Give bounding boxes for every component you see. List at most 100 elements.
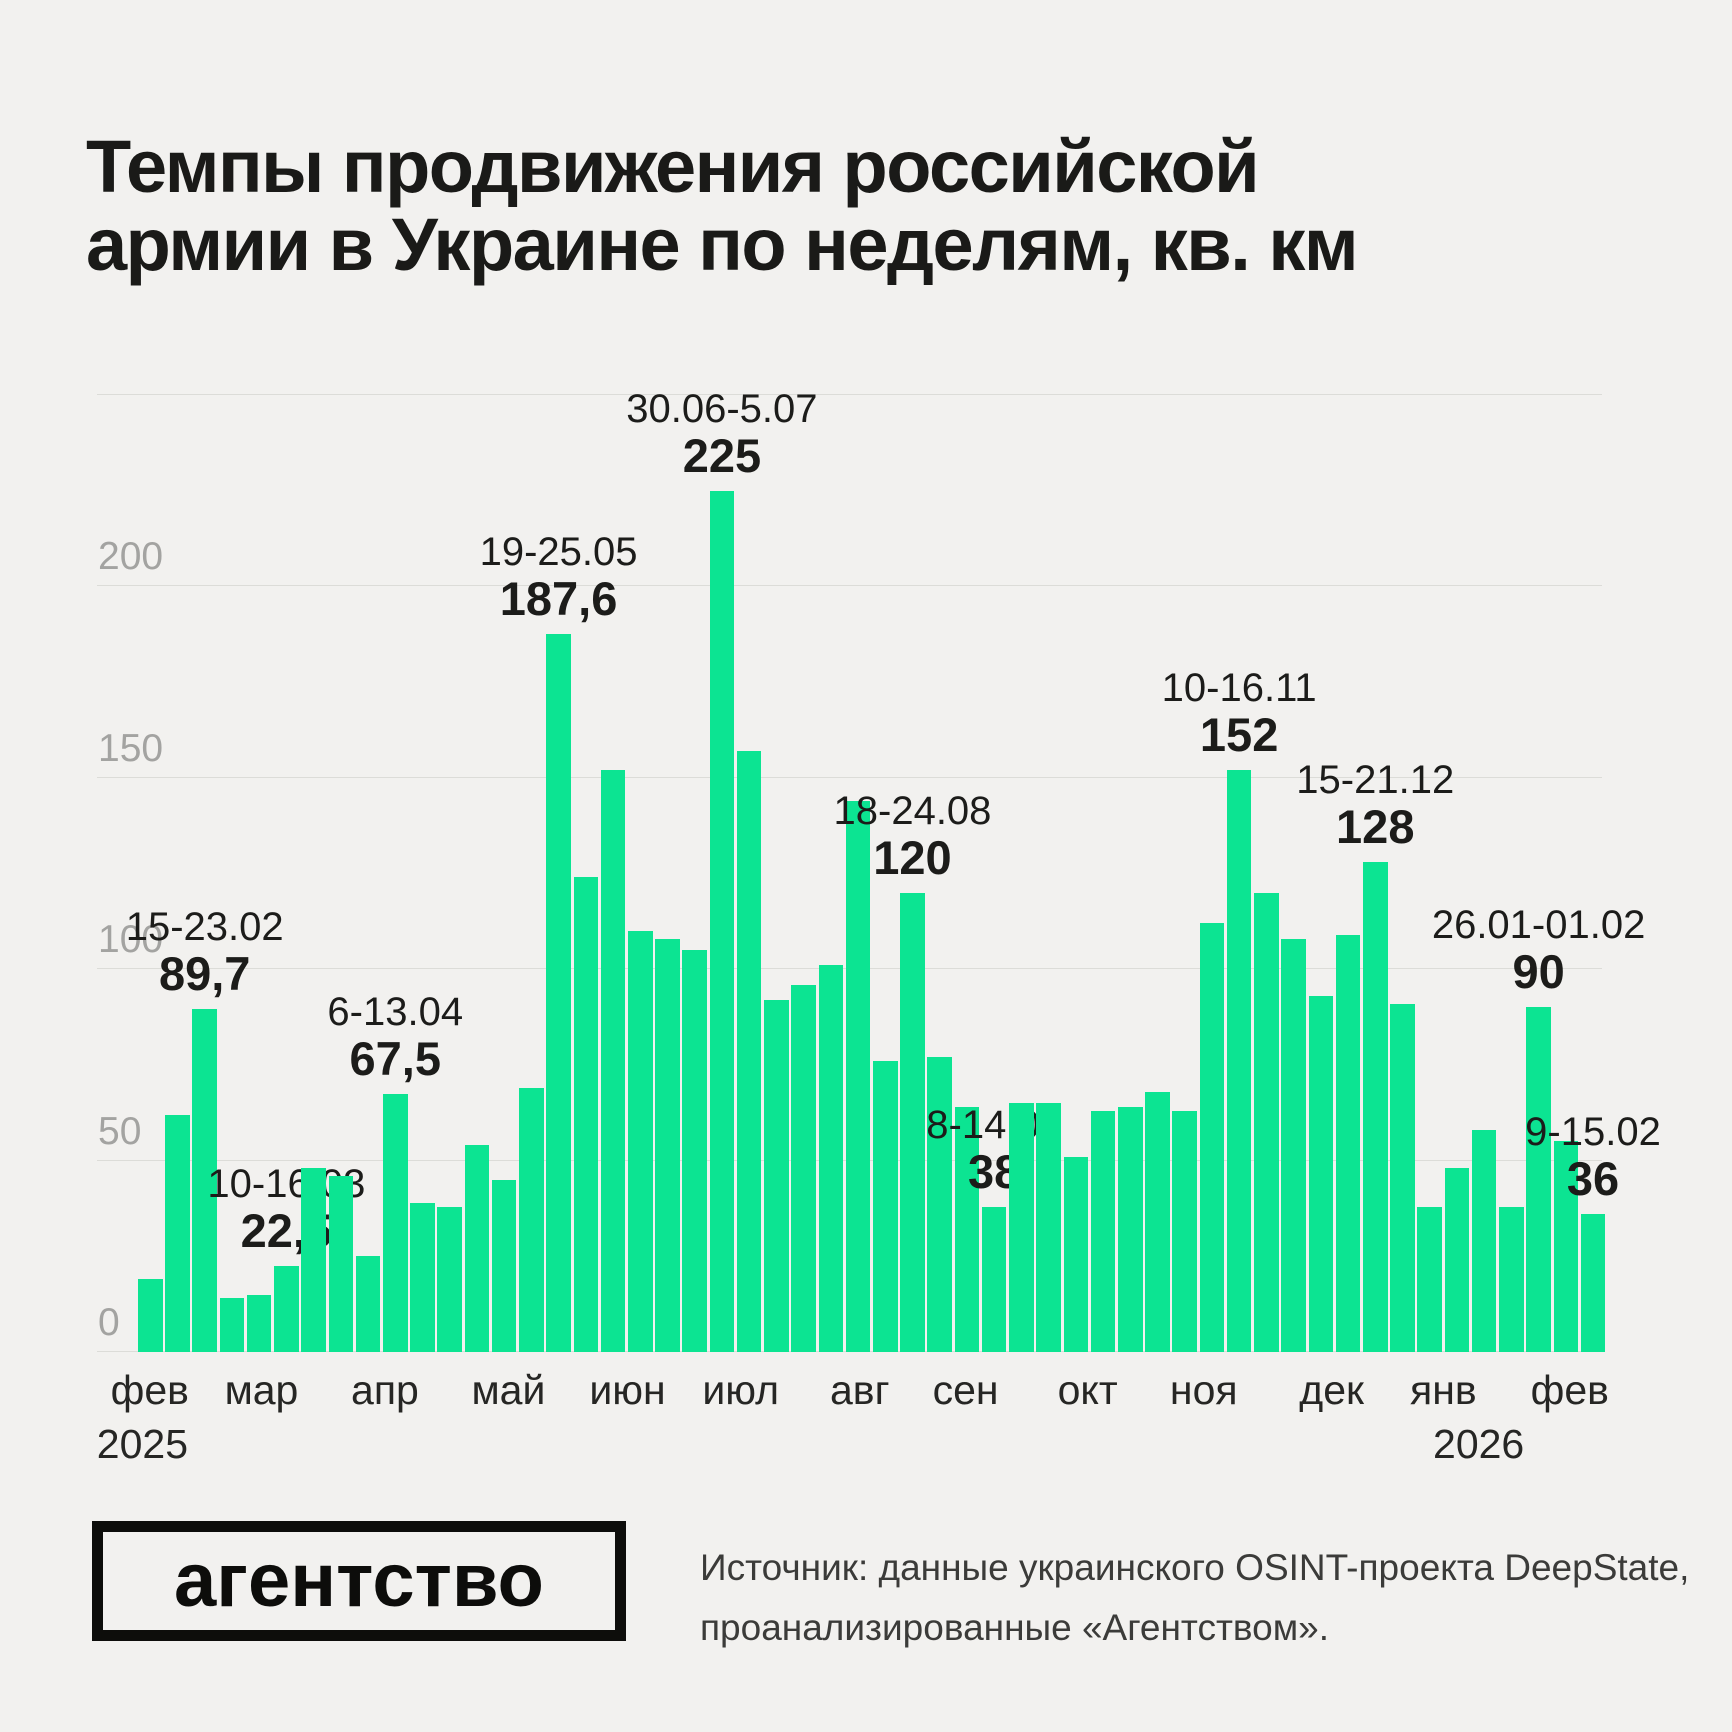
bar-week-46-15-21.12 (1363, 862, 1388, 1352)
bar-week-38 (1145, 1091, 1170, 1352)
chart-title-line2: армии в Украине по неделям, кв. км (86, 203, 1359, 287)
bar-week-52-26.01-01.02 (1526, 1007, 1551, 1352)
annotation-value-15-21.12: 128 (1336, 800, 1415, 854)
annotation-date-30.06-5.07: 30.06-5.07 (626, 386, 818, 431)
source-note: Источник: данные украинского OSINT-проек… (700, 1538, 1689, 1658)
annotation-value-9-15.02: 36 (1566, 1152, 1620, 1206)
bar-week-3-15-23.02 (192, 1008, 217, 1352)
x-tick-month-6-июл: июл (702, 1367, 780, 1413)
source-line1: Источник: данные украинского OSINT-проек… (700, 1547, 1690, 1588)
y-tick-label-50: 50 (98, 1109, 142, 1153)
bar-week-14 (491, 1179, 517, 1352)
bar-week-49 (1444, 1168, 1470, 1352)
x-year-label-2026: 2026 (1433, 1421, 1525, 1467)
agentstvo-logo-text: агентство (174, 1538, 544, 1623)
bar-week-34 (1036, 1103, 1061, 1352)
x-tick-month-9-окт: окт (1057, 1367, 1118, 1413)
bar-week-51 (1499, 1206, 1524, 1352)
annotation-date-18-24.08: 18-24.08 (833, 788, 992, 833)
x-tick-month-3-апр: апр (351, 1367, 419, 1413)
bar-week-4 (219, 1298, 245, 1352)
y-tick-label-150: 150 (98, 726, 164, 770)
bars-area: 15-23.02 89,7 10-16.03 22,5 6-13.04 67,5 19-25… (126, 389, 1661, 1352)
x-tick-month-10-ноя: ноя (1169, 1367, 1238, 1413)
annotation-value-30.06-5.07: 225 (682, 428, 762, 482)
x-tick-month-11-дек: дек (1299, 1367, 1364, 1413)
annotation-date-10-16.11: 10-16.11 (1161, 666, 1317, 711)
y-tick-label-100: 100 (98, 918, 164, 962)
bar-week-41-10-16.11 (1226, 770, 1252, 1352)
bar-week-47 (1390, 1003, 1415, 1352)
gridline-200 (97, 585, 1602, 587)
bar-week-50 (1471, 1129, 1497, 1352)
bar-chart: 0 50 100 150 200 15-23.02 89,7 10-16.03 22,5 6-1… (97, 389, 1661, 1465)
annotation-value-6-13.04: 67,5 (349, 1031, 441, 1085)
gridline-150 (97, 776, 1602, 778)
annotation-value-10-16.11: 152 (1199, 708, 1279, 762)
bar-week-39 (1172, 1110, 1197, 1352)
bar-week-12 (437, 1206, 462, 1352)
annotation-value-19-25.05: 187,6 (499, 571, 618, 625)
bar-week-22-30.06-5.07 (709, 490, 735, 1352)
bar-week-8 (328, 1175, 354, 1352)
annotation-date-26.01-01.02: 26.01-01.02 (1431, 903, 1646, 948)
bar-week-18 (600, 770, 626, 1352)
gridline-250 (97, 394, 1602, 395)
bar-week-54-9-15.02 (1580, 1214, 1606, 1352)
bar-week-43 (1281, 938, 1306, 1352)
bar-week-6-10-16.03 (274, 1265, 299, 1352)
x-tick-month-13-фев: фев (1530, 1367, 1609, 1413)
bar-week-10-6-13.04 (383, 1093, 408, 1352)
bar-week-2 (165, 1114, 190, 1352)
annotation-value-18-24.08: 120 (873, 830, 952, 884)
x-tick-month-4-май: май (471, 1367, 546, 1413)
annotation-value-26.01-01.02: 90 (1512, 945, 1565, 999)
annotation-date-9-15.02: 9-15.02 (1525, 1110, 1661, 1155)
bar-week-5 (246, 1294, 272, 1352)
bar-week-19 (628, 930, 653, 1352)
x-tick-month-12-янв: янв (1410, 1367, 1477, 1413)
annotation-date-15-21.12: 15-21.12 (1296, 758, 1455, 803)
bar-week-35 (1063, 1156, 1089, 1352)
bar-week-29-18-24.08 (900, 892, 925, 1352)
bar-week-33 (1009, 1103, 1034, 1352)
bar-week-17 (573, 877, 599, 1352)
bar-week-37 (1118, 1107, 1143, 1352)
bar-week-36 (1090, 1110, 1116, 1352)
x-tick-month-2-мар: мар (224, 1367, 299, 1413)
chart-title-line1: Темпы продвижения российской (86, 124, 1260, 208)
x-tick-month-7-авг: авг (829, 1367, 890, 1413)
bar-week-25 (791, 984, 816, 1352)
x-axis-month-labels: фев мар апр май июн июл авг сен окт ноя дек янв фев (111, 1367, 1609, 1414)
chart-title: Темпы продвижения российской армии в Укр… (86, 124, 1359, 287)
bar-week-44 (1308, 996, 1334, 1352)
bar-week-48 (1417, 1206, 1442, 1352)
annotation-date-6-13.04: 6-13.04 (327, 989, 464, 1034)
x-year-label-2025: 2025 (96, 1421, 189, 1467)
bar-week-24 (764, 999, 789, 1352)
bar-week-23 (736, 751, 762, 1352)
agentstvo-logo: агентство (92, 1521, 626, 1641)
x-tick-month-1-фев: фев (110, 1367, 189, 1413)
x-tick-month-5-июн: июн (589, 1367, 666, 1413)
bar-week-16-19-25.05 (546, 633, 571, 1352)
bar-week-1 (138, 1279, 163, 1352)
x-tick-month-8-сен: сен (932, 1367, 999, 1413)
bar-week-15 (519, 1087, 544, 1352)
bar-week-53 (1553, 1141, 1579, 1352)
bar-week-11 (410, 1202, 435, 1352)
bar-week-20 (655, 938, 680, 1352)
bar-week-45 (1335, 934, 1361, 1352)
annotation-value-15-23.02: 89,7 (158, 946, 251, 1000)
y-tick-label-200: 200 (98, 535, 164, 579)
bar-week-40 (1199, 923, 1225, 1352)
bar-week-7 (301, 1168, 326, 1352)
bar-week-26 (818, 965, 844, 1352)
bar-week-21 (682, 950, 707, 1352)
bar-week-30 (927, 1057, 952, 1352)
bar-week-32-8-14.09 (981, 1206, 1007, 1352)
bar-week-9 (355, 1256, 381, 1352)
bar-week-27 (845, 800, 871, 1352)
bar-week-28 (873, 1061, 898, 1352)
bar-week-13 (464, 1145, 490, 1352)
